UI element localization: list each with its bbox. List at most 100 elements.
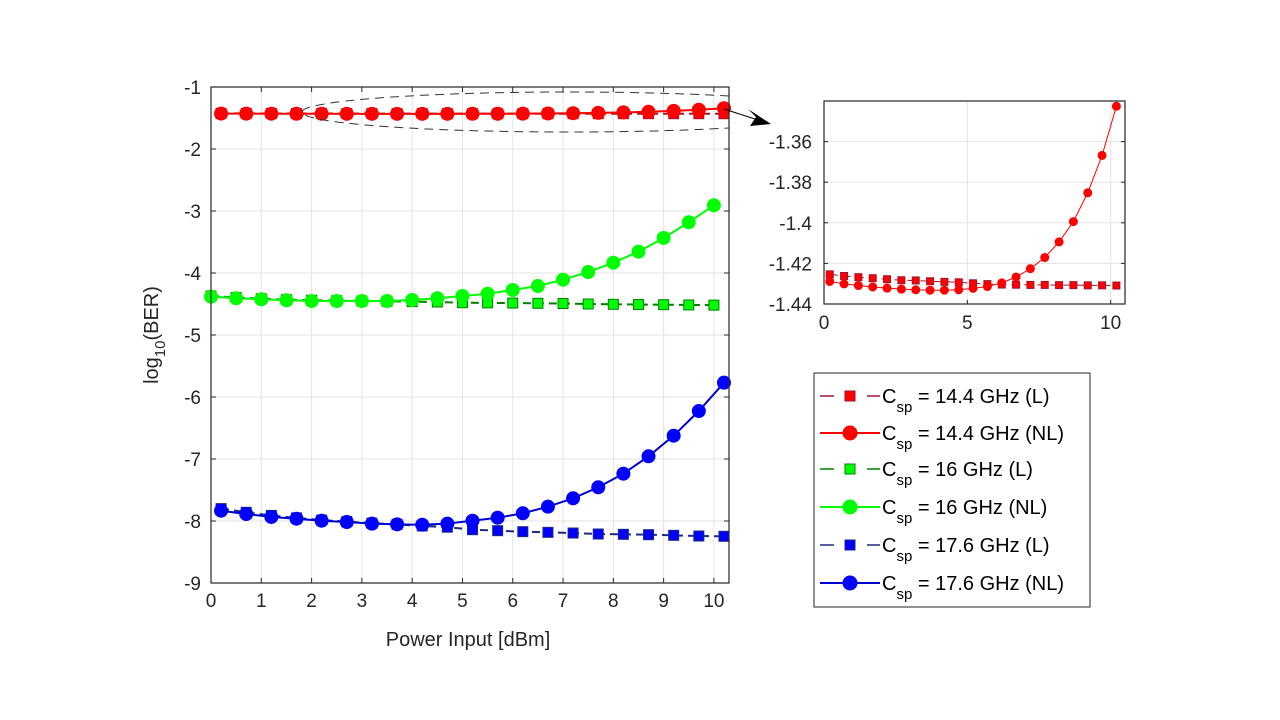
series-csp-16-ghz-l-marker [708,299,720,311]
series-csp-14-4-ghz-nl-marker [490,106,505,121]
zoom-ellipse [301,91,730,133]
series-csp-17-6-ghz-nl-marker [364,516,379,531]
inset-series-csp-14-4-ghz-nl-marker [1068,217,1078,227]
inset-series-csp-14-4-ghz-l-marker [1083,281,1092,290]
series-csp-17-6-ghz-nl-marker [490,510,505,525]
series-csp-14-4-ghz-nl-marker [666,103,681,118]
series-csp-17-6-ghz-l-marker [592,528,604,540]
series-csp-14-4-ghz-nl-marker [465,106,480,121]
inset-series-csp-14-4-ghz-l-marker [1069,281,1078,290]
series-csp-16-ghz-nl-marker [706,198,721,213]
main-y-tick-label: -2 [184,140,201,161]
inset-series [825,101,1121,295]
series-csp-16-ghz-l-marker [607,298,619,310]
inset-series-csp-14-4-ghz-nl-marker [1111,101,1121,111]
series-csp-16-ghz-nl-marker [505,282,520,297]
legend-item: Csp = 14.4 GHz (L) [820,386,1050,416]
inset-series-csp-14-4-ghz-nl-marker [939,285,949,295]
series-csp-16-ghz-nl-marker [304,294,319,309]
main-x-tick-label: 9 [658,591,669,612]
series-csp-16-ghz-nl-marker [556,272,571,287]
legend-label: Csp = 16 GHz (L) [882,459,1033,489]
series-csp-16-ghz-nl-marker [229,291,244,306]
main-x-tick-label: 7 [558,591,569,612]
series-csp-17-6-ghz-nl-marker [214,503,229,518]
series-csp-16-ghz-nl-marker [354,294,369,309]
series-csp-16-ghz-l-marker [683,299,695,311]
series-csp-17-6-ghz-nl-marker [390,517,405,532]
series-csp-14-4-ghz-nl-marker [289,106,304,121]
inset-series-csp-14-4-ghz-l-marker [1098,281,1107,290]
main-y-tick-label: -3 [184,202,201,223]
series-csp-14-4-ghz-nl-marker [641,104,656,119]
main-y-tick-label: -1 [184,78,201,99]
inset-series-csp-14-4-ghz-l-marker [854,273,863,282]
series-csp-14-4-ghz-nl-marker [214,106,229,121]
series-csp-14-4-ghz-nl-marker [314,106,329,121]
inset-x-tick-label: 5 [962,313,973,334]
series-csp-17-6-ghz-nl-marker [239,506,254,521]
series-csp-17-6-ghz-nl-marker [616,466,631,481]
inset-series-csp-14-4-ghz-nl-marker [997,278,1007,288]
inset-series-csp-14-4-ghz-nl-marker [1040,253,1050,263]
inset-series-csp-14-4-ghz-l-marker [883,275,892,284]
inset-background [824,101,1125,304]
series-csp-17-6-ghz-nl-marker [264,509,279,524]
inset-series-csp-14-4-ghz-l-marker [954,278,963,287]
inset-x-tick-label: 0 [819,313,830,334]
series-csp-16-ghz-nl-marker [530,279,545,294]
series-csp-14-4-ghz-nl-marker [364,106,379,121]
main-x-tick-label: 3 [357,591,368,612]
legend-label: Csp = 17.6 GHz (NL) [882,573,1064,603]
inset-series-csp-14-4-ghz-nl-marker [1011,272,1021,282]
inset-series-csp-14-4-ghz-l-marker [1112,281,1121,290]
series-csp-17-6-ghz-nl-marker [465,513,480,528]
series-csp-14-4-ghz-nl-marker [339,106,354,121]
inset-series-csp-14-4-ghz-l-marker [940,277,949,286]
legend-item: Csp = 17.6 GHz (L) [820,535,1050,565]
inset-series-csp-14-4-ghz-l-marker [911,276,920,285]
main-x-tick-label: 8 [608,591,619,612]
series-csp-16-ghz-nl-marker [455,288,470,303]
series-csp-14-4-ghz-nl-marker [415,106,430,121]
series-csp-16-ghz-nl-marker [329,294,344,309]
inset-series-csp-14-4-ghz-nl-marker [1097,150,1107,160]
inset-series-csp-14-4-ghz-nl-marker [839,279,849,289]
series-csp-17-6-ghz-nl-marker [339,514,354,529]
legend-item: Csp = 16 GHz (NL) [820,497,1047,527]
inset-y-tick-label: -1.4 [779,214,812,235]
inset-series-csp-14-4-ghz-l-marker [926,277,935,286]
series-csp-16-ghz-l-marker [532,297,544,309]
inset-series-csp-14-4-ghz-nl-marker [982,282,992,292]
inset-series-csp-14-4-ghz-nl-marker [954,285,964,295]
inset-series-csp-14-4-ghz-l-marker [1040,280,1049,289]
series-csp-16-ghz-nl-marker [681,215,696,230]
inset-series-csp-14-4-ghz-l-marker [897,276,906,285]
series-csp-16-ghz-nl-marker [430,291,445,306]
main-x-tick-label: 6 [507,591,518,612]
inset-series-csp-14-4-ghz-l-marker [1012,280,1021,289]
series-csp-14-4-ghz-nl-marker [540,106,555,121]
zoom-arrow-line [723,108,759,121]
series-csp-17-6-ghz-l-marker [542,526,554,538]
series-csp-16-ghz-l-marker [582,298,594,310]
series-csp-14-4-ghz-nl-marker [616,105,631,120]
inset-series-csp-14-4-ghz-nl-marker [868,282,878,292]
series-csp-16-ghz-nl-marker [279,293,294,308]
series-csp-17-6-ghz-l-marker [617,528,629,540]
series-csp-14-4-ghz-nl-marker [239,106,254,121]
series-csp-16-ghz-nl-marker [656,230,671,245]
series-csp-14-4-ghz-nl-marker [390,106,405,121]
inset-ticks: 0 5 10 -1.36 -1.38 -1.4 -1.42 -1.44 [769,133,1125,334]
inset-series-csp-14-4-ghz-nl-marker [925,285,935,295]
series-csp-14-4-ghz-nl-marker [716,101,731,116]
inset-series-csp-14-4-ghz-nl-marker [1083,188,1093,198]
legend-marker-circle [842,425,858,441]
inset-series-csp-14-4-ghz-l-marker [840,271,849,280]
inset-series-csp-14-4-ghz-nl-marker [896,284,906,294]
series-csp-16-ghz-l-marker [507,297,519,309]
legend-item: Csp = 17.6 GHz (NL) [820,573,1064,603]
series-csp-17-6-ghz-nl-marker [314,513,329,528]
series-csp-17-6-ghz-l-marker [517,526,529,538]
